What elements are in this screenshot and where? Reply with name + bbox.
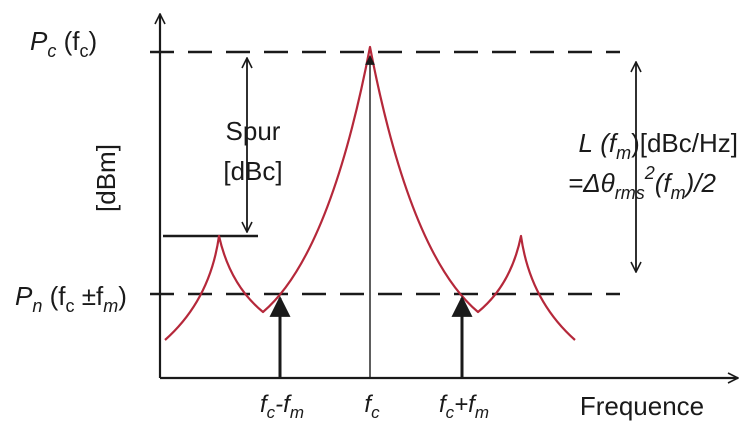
phase-noise-label: L (fm)[dBc/Hz] — [578, 128, 738, 163]
x-label-fc-minus-fm: fc-fm — [260, 391, 304, 422]
spur-label-line1: Spur — [226, 116, 281, 146]
spectrum-curve — [164, 45, 576, 341]
phase-noise-equation: =Δθrms2(fm)/2 — [568, 163, 717, 203]
x-axis-title: Frequence — [580, 391, 704, 421]
y-axis-unit-label: [dBm] — [91, 144, 121, 212]
x-label-fc-plus-fm: fc+fm — [439, 391, 489, 422]
carrier-power-label: Pc (fc) — [30, 26, 97, 61]
x-label-fc: fc — [364, 391, 380, 422]
noise-power-label: Pn (fc ±fm) — [15, 281, 127, 316]
spur-label-line2: [dBc] — [223, 156, 282, 186]
